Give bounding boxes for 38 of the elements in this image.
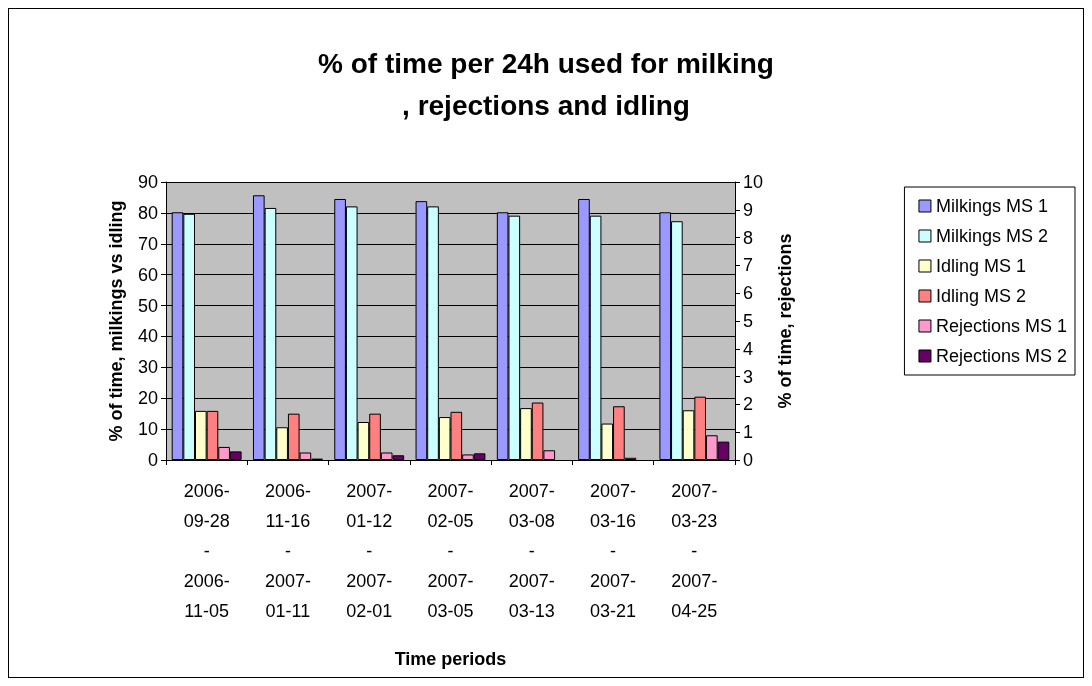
y-tick-label: 90 bbox=[137, 172, 158, 192]
y2-tick-label: 2 bbox=[743, 394, 754, 415]
y-tick-label: 50 bbox=[137, 295, 158, 316]
y-tick-label: 10 bbox=[137, 419, 158, 440]
legend-label: Milkings MS 1 bbox=[935, 196, 1048, 216]
x-tick-label: 2007-03-23 - 2007-04-25 bbox=[671, 481, 718, 621]
x-tick-label: 2006-11-16 - 2007-01-11 bbox=[264, 481, 311, 621]
x-tick-label: 2007-03-08 - 2007-03-13 bbox=[508, 481, 555, 621]
legend-label: Idling MS 1 bbox=[935, 256, 1026, 276]
x-tick-label: 2006-09-28 - 2006-11-05 bbox=[183, 481, 230, 621]
y2-tick-label: 6 bbox=[743, 283, 754, 304]
y2-tick-label: 4 bbox=[743, 338, 754, 359]
y2-axis-title: % of time, rejections bbox=[774, 233, 795, 409]
chart-title: % of time per 24h used for milking, rejections and idling bbox=[318, 47, 774, 121]
y2-tick-label: 5 bbox=[743, 311, 754, 331]
y-tick-label: 60 bbox=[137, 264, 158, 285]
y-tick-label: 20 bbox=[137, 388, 158, 409]
y-tick-label: 40 bbox=[137, 326, 158, 347]
legend-label: Rejections MS 1 bbox=[935, 316, 1068, 336]
y2-tick-label: 0 bbox=[743, 450, 754, 470]
y-tick-label: 0 bbox=[147, 450, 158, 470]
y-tick-label: 70 bbox=[137, 233, 158, 254]
y2-tick-label: 9 bbox=[743, 199, 754, 220]
legend-label: Idling MS 2 bbox=[935, 286, 1026, 306]
x-tick-label: 2007-01-12 - 2007-02-01 bbox=[346, 481, 393, 621]
y-axis-title: % of time, milkings vs idling bbox=[106, 200, 127, 442]
y2-tick-label: 7 bbox=[743, 255, 754, 276]
y2-tick-label: 1 bbox=[743, 422, 754, 443]
y2-tick-label: 10 bbox=[743, 172, 764, 192]
x-tick-label: 2007-02-05 - 2007-03-05 bbox=[427, 481, 474, 621]
legend-label: Milkings MS 2 bbox=[935, 226, 1048, 246]
y-tick-label: 80 bbox=[137, 202, 158, 223]
y-tick-label: 30 bbox=[137, 357, 158, 378]
y2-tick-label: 8 bbox=[743, 227, 754, 248]
legend-label: Rejections MS 2 bbox=[935, 346, 1068, 366]
x-axis-title: Time periods bbox=[394, 649, 507, 669]
x-tick-label: 2007-03-16 - 2007-03-21 bbox=[590, 481, 637, 621]
y2-tick-label: 3 bbox=[743, 366, 754, 387]
